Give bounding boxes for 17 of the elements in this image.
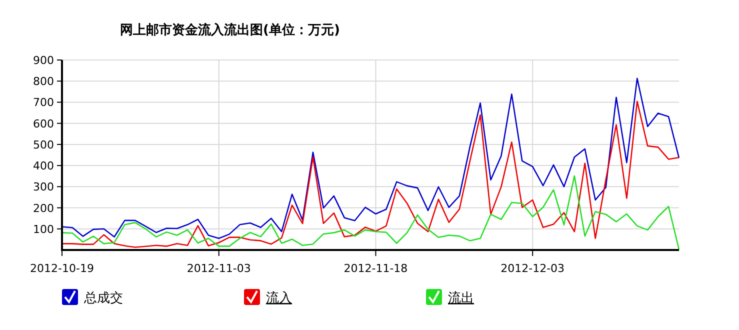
y-tick-label: 200 — [33, 202, 54, 215]
y-tick-label: 700 — [33, 96, 54, 110]
x-tick-label: 2012-12-03 — [500, 262, 565, 275]
y-tick-label: 100 — [33, 222, 54, 236]
y-tick-label: 300 — [33, 180, 54, 194]
y-tick-label: 800 — [33, 75, 54, 88]
y-tick-label: 500 — [33, 138, 54, 152]
x-tick-label: 2012-11-03 — [186, 262, 251, 275]
y-tick-label: 600 — [33, 117, 54, 130]
legend-label: 流入 — [266, 290, 292, 306]
x-tick-label: 2012-11-18 — [344, 262, 408, 275]
y-tick-label: 400 — [33, 160, 54, 173]
y-tick-label: 900 — [33, 54, 54, 67]
legend-label: 总成交 — [83, 290, 123, 306]
x-tick-label: 2012-10-19 — [30, 262, 94, 275]
chart-title: 网上邮市资金流入流出图(单位：万元) — [120, 22, 340, 38]
legend-label: 流出 — [448, 290, 474, 306]
